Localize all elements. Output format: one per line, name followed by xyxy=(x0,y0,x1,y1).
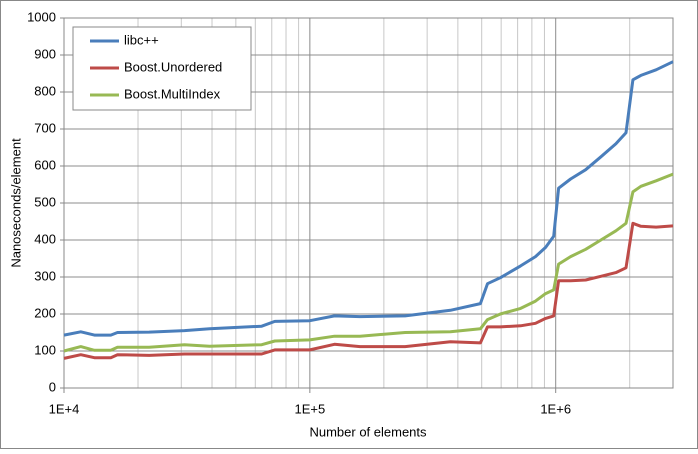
y-tick-label: 1000 xyxy=(27,9,56,24)
y-tick-label: 200 xyxy=(34,305,56,320)
x-tick-label: 1E+5 xyxy=(294,401,325,416)
y-tick-label: 700 xyxy=(34,120,56,135)
x-tick-label: 1E+6 xyxy=(540,401,571,416)
x-tick-label: 1E+4 xyxy=(49,401,80,416)
legend-label: Boost.MultiIndex xyxy=(124,86,221,101)
y-tick-label: 900 xyxy=(34,46,56,61)
series-line xyxy=(63,172,674,353)
series-line xyxy=(63,60,674,337)
y-tick-label: 400 xyxy=(34,231,56,246)
y-tick-label: 800 xyxy=(34,83,56,98)
y-tick-label: 100 xyxy=(34,342,56,357)
y-tick-label: 300 xyxy=(34,268,56,283)
y-axis-title: Nanoseconds/element xyxy=(8,138,23,268)
y-tick-label: 600 xyxy=(34,157,56,172)
x-axis-title: Number of elements xyxy=(309,424,427,439)
legend-label: Boost.Unordered xyxy=(124,59,222,74)
plot-frame xyxy=(63,17,674,389)
legend-label: libc++ xyxy=(124,32,159,47)
y-tick-label: 0 xyxy=(49,379,56,394)
series-line xyxy=(63,221,674,360)
y-tick-label: 500 xyxy=(34,194,56,209)
